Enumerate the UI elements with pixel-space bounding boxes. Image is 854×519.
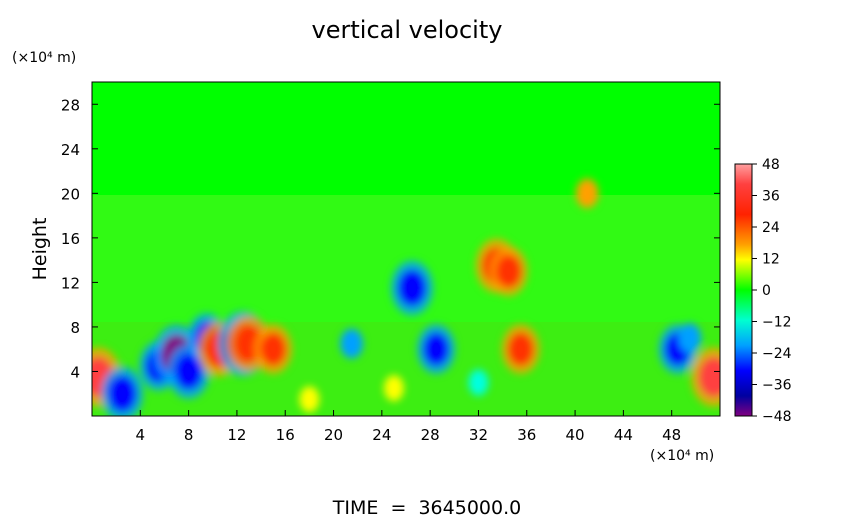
chart-title: vertical velocity	[312, 16, 503, 44]
x-tick-label: 8	[184, 426, 194, 444]
velocity-feature	[678, 323, 702, 353]
colorbar-tick-label: −48	[762, 409, 792, 425]
x-tick-label: 36	[517, 426, 536, 444]
time-footer: TIME = 3645000.0	[332, 497, 521, 519]
velocity-feature	[260, 332, 286, 366]
x-tick-label: 4	[136, 426, 146, 444]
colorbar-ticks: 48 36 24 12 0 −12 −24 −36 −48	[752, 157, 792, 425]
x-tick-label: 28	[421, 426, 440, 444]
velocity-feature	[174, 353, 203, 390]
velocity-feature	[508, 332, 534, 366]
colorbar-tick-label: 0	[762, 283, 771, 299]
x-tick-label: 48	[662, 426, 681, 444]
plot-area	[92, 82, 720, 416]
colorbar-tick-label: −24	[762, 346, 792, 362]
velocity-feature	[299, 386, 320, 413]
y-tick-label: 24	[61, 141, 80, 159]
x-tick-label: 20	[324, 426, 343, 444]
velocity-feature	[575, 178, 599, 209]
x-tick-label: 16	[276, 426, 295, 444]
colorbar	[734, 163, 753, 417]
y-axis-title: Height	[29, 218, 51, 281]
x-tick-label: 40	[566, 426, 585, 444]
y-unit-label: (×10⁴ m)	[12, 50, 76, 66]
y-tick-label: 12	[61, 274, 80, 292]
velocity-feature	[496, 254, 522, 288]
x-unit-label: (×10⁴ m)	[650, 448, 714, 464]
y-tick-label: 20	[61, 185, 80, 203]
colorbar-tick-label: 24	[762, 220, 780, 236]
colorbar-tick-label: −36	[762, 378, 792, 394]
velocity-feature	[468, 369, 489, 396]
plot-frame	[91, 81, 721, 417]
colorbar-tick-label: −12	[762, 315, 792, 331]
colorbar-tick-label: 36	[762, 189, 780, 205]
velocity-feature	[398, 269, 426, 307]
x-axis: 4 8 12 16 20 24 28 32 36 40 44 48	[136, 410, 681, 444]
x-tick-label: 24	[372, 426, 391, 444]
velocity-feature	[383, 375, 404, 402]
y-tick-label: 4	[70, 363, 80, 381]
velocity-feature	[340, 328, 363, 359]
velocity-feature	[108, 375, 137, 412]
colorbar-tick-label: 12	[762, 252, 780, 268]
y-axis: 4 8 12 16 20 24 28	[61, 96, 720, 381]
y-tick-label: 28	[61, 96, 80, 114]
x-tick-label: 44	[614, 426, 633, 444]
y-tick-label: 8	[70, 319, 80, 337]
x-tick-label: 12	[227, 426, 246, 444]
y-tick-label: 16	[61, 230, 80, 248]
velocity-feature	[423, 332, 449, 366]
x-tick-label: 32	[469, 426, 488, 444]
colorbar-tick-label: 48	[762, 157, 780, 173]
velocity-feature	[698, 357, 720, 397]
